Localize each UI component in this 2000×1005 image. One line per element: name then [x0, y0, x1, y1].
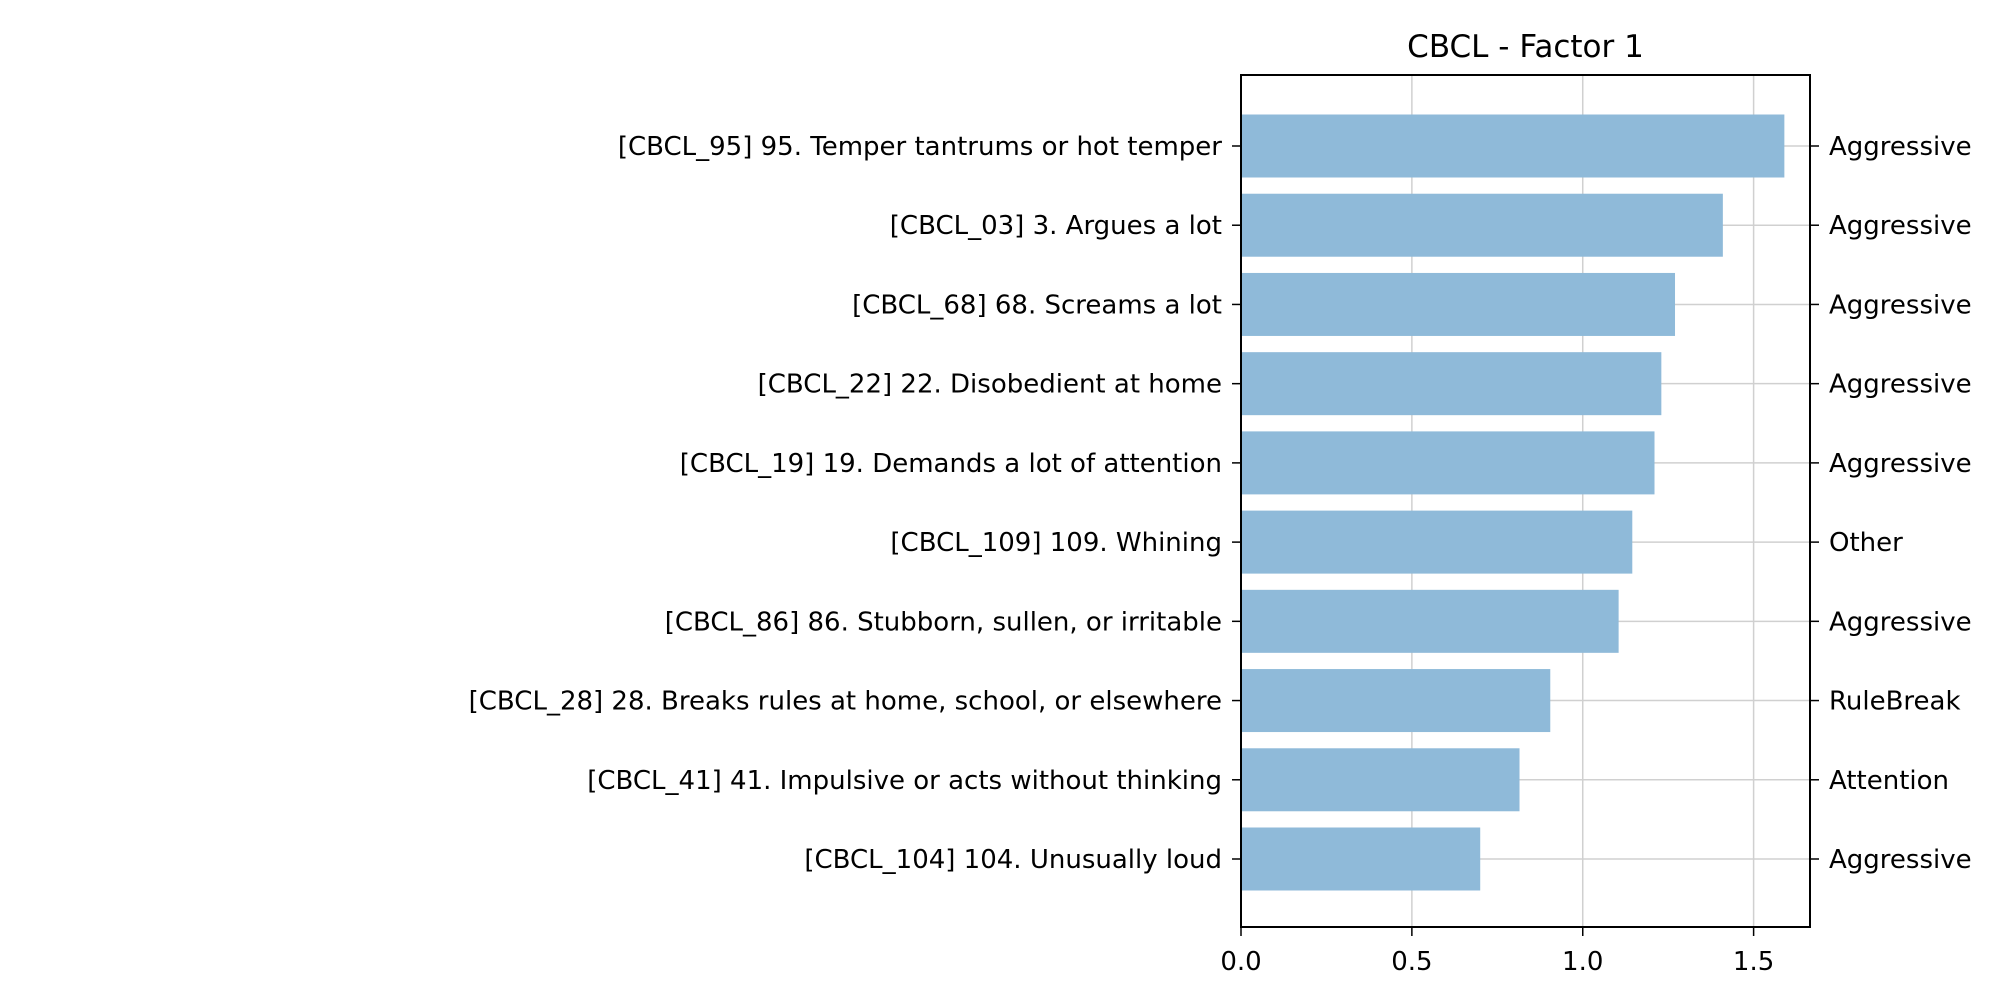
x-tick-label: 0.5: [1391, 947, 1432, 977]
subscale-label: RuleBreak: [1829, 687, 1961, 717]
category-label: [CBCL_86] 86. Stubborn, sullen, or irrit…: [665, 607, 1222, 637]
ticks-layer: 0.0 0.5 1.0 1.5 [CBCL_95] 95. Temper tantrum…: [469, 132, 1972, 977]
subscale-label: Aggressive: [1829, 290, 1972, 320]
subscale-label: Aggressive: [1829, 449, 1972, 479]
subscale-label: Aggressive: [1829, 132, 1972, 162]
subscale-label: Aggressive: [1829, 607, 1972, 637]
x-tick-label: 1.5: [1733, 947, 1774, 977]
bars-layer: [1241, 114, 1785, 891]
category-label: [CBCL_19] 19. Demands a lot of attention: [680, 449, 1222, 479]
bar: [1241, 589, 1619, 653]
x-tick-label: 0.0: [1220, 947, 1261, 977]
subscale-label: Other: [1829, 528, 1903, 558]
category-label: [CBCL_03] 3. Argues a lot: [890, 211, 1222, 241]
bar: [1241, 431, 1655, 495]
bar: [1241, 352, 1662, 416]
category-label: [CBCL_95] 95. Temper tantrums or hot tem…: [618, 132, 1222, 162]
bar: [1241, 748, 1520, 812]
subscale-label: Aggressive: [1829, 845, 1972, 875]
bar: [1241, 827, 1481, 891]
subscale-label: Attention: [1829, 766, 1949, 796]
category-label: [CBCL_28] 28. Breaks rules at home, scho…: [469, 687, 1222, 717]
bar: [1241, 114, 1785, 178]
bar: [1241, 669, 1551, 733]
plot-frame: [1240, 74, 1811, 928]
x-tick-label: 1.0: [1562, 947, 1603, 977]
bar: [1241, 272, 1676, 336]
bar: [1241, 510, 1633, 574]
category-label: [CBCL_68] 68. Screams a lot: [852, 290, 1222, 320]
bar: [1241, 193, 1723, 257]
category-label: [CBCL_22] 22. Disobedient at home: [758, 370, 1222, 400]
subscale-label: Aggressive: [1829, 211, 1972, 241]
chart-title: CBCL - Factor 1: [1407, 29, 1644, 65]
category-label: [CBCL_41] 41. Impulsive or acts without …: [587, 766, 1222, 796]
category-label: [CBCL_104] 104. Unusually loud: [804, 845, 1222, 875]
subscale-label: Aggressive: [1829, 370, 1972, 400]
category-label: [CBCL_109] 109. Whining: [890, 528, 1222, 558]
